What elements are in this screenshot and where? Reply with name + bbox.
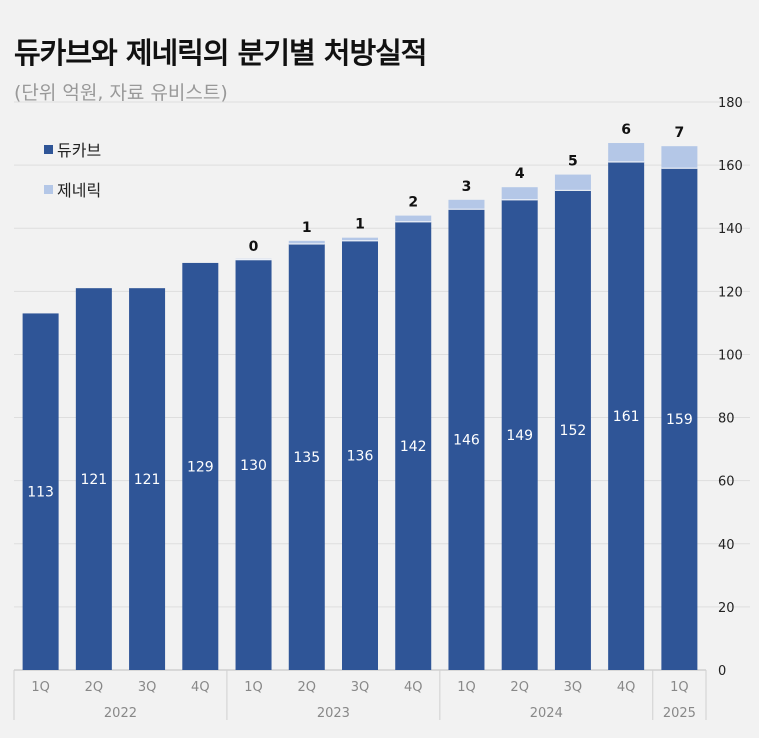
generic-data-label: 5: [568, 154, 578, 170]
bar-dukab: [661, 168, 698, 670]
legend-label-dukab: 듀카브: [57, 141, 101, 160]
x-tick-label: 3Q: [564, 680, 583, 695]
bar-generic: [501, 187, 538, 200]
bar-dukab: [608, 161, 645, 670]
y-tick-label: 20: [718, 601, 735, 616]
bar-dukab: [554, 190, 591, 670]
data-label: 136: [347, 448, 374, 464]
generic-data-label: 2: [408, 195, 418, 211]
data-label: 152: [560, 423, 587, 439]
bar-dukab: [501, 199, 538, 671]
bar-generic: [661, 146, 698, 169]
bar-dukab: [342, 240, 378, 670]
legend-label-generic: 제네릭: [57, 181, 101, 200]
year-label: 2023: [317, 706, 350, 721]
x-tick-label: 2Q: [298, 680, 317, 695]
y-tick-label: 0: [718, 664, 726, 679]
x-tick-label: 1Q: [670, 680, 689, 695]
data-label: 161: [613, 409, 640, 425]
bar-dukab: [182, 262, 219, 670]
bar-dukab: [448, 209, 485, 671]
bar-dukab: [395, 221, 432, 670]
y-tick-label: 40: [718, 538, 735, 553]
generic-data-label: 1: [302, 220, 312, 236]
x-tick-label: 3Q: [351, 680, 370, 695]
bar-dukab: [288, 244, 325, 670]
data-label: 146: [453, 433, 480, 449]
y-tick-label: 120: [718, 285, 743, 300]
data-label: 121: [80, 472, 107, 488]
bar-generic: [395, 215, 432, 222]
x-tick-label: 1Q: [31, 680, 50, 695]
bar-generic: [608, 143, 645, 162]
data-label: 149: [506, 428, 533, 444]
x-tick-label: 3Q: [138, 680, 157, 695]
y-tick-label: 100: [718, 348, 743, 363]
data-label: 135: [293, 450, 320, 466]
page-title: 듀카브와 제네릭의 분기별 처방실적: [14, 36, 427, 70]
x-tick-label: 2Q: [85, 680, 104, 695]
data-label: 159: [666, 412, 693, 428]
x-tick-label: 4Q: [617, 680, 636, 695]
generic-data-label: 1: [355, 217, 365, 233]
year-label: 2025: [663, 706, 696, 721]
y-tick-label: 160: [718, 159, 743, 174]
bar-generic: [448, 199, 485, 210]
generic-data-label: 4: [515, 166, 525, 182]
data-label: 113: [27, 485, 54, 501]
bar-generic: [554, 174, 591, 191]
generic-data-label: 3: [462, 179, 472, 195]
generic-data-label: 0: [249, 239, 259, 255]
legend-swatch-dukab: [44, 145, 53, 154]
data-label: 121: [134, 472, 161, 488]
x-tick-label: 1Q: [457, 680, 476, 695]
y-tick-label: 80: [718, 412, 735, 427]
generic-data-label: 6: [621, 122, 631, 138]
bar-generic: [288, 240, 325, 244]
year-label: 2024: [530, 706, 563, 721]
data-label: 129: [187, 459, 214, 475]
x-tick-label: 4Q: [404, 680, 423, 695]
bar-dukab: [129, 288, 166, 670]
y-tick-label: 60: [718, 475, 735, 490]
year-label: 2022: [104, 706, 137, 721]
subtitle: (단위 억원, 자료 유비스트): [14, 82, 228, 104]
bar-dukab: [235, 259, 272, 670]
legend-swatch-generic: [44, 185, 53, 194]
data-label: 142: [400, 439, 427, 455]
bar-dukab: [75, 288, 112, 670]
x-tick-label: 2Q: [510, 680, 529, 695]
x-tick-label: 1Q: [244, 680, 263, 695]
bar-dukab: [22, 313, 59, 670]
data-label: 130: [240, 458, 267, 474]
y-tick-label: 180: [718, 96, 743, 111]
generic-data-label: 7: [675, 125, 685, 141]
bar-generic: [342, 237, 378, 241]
y-tick-label: 140: [718, 222, 743, 237]
x-tick-label: 4Q: [191, 680, 210, 695]
